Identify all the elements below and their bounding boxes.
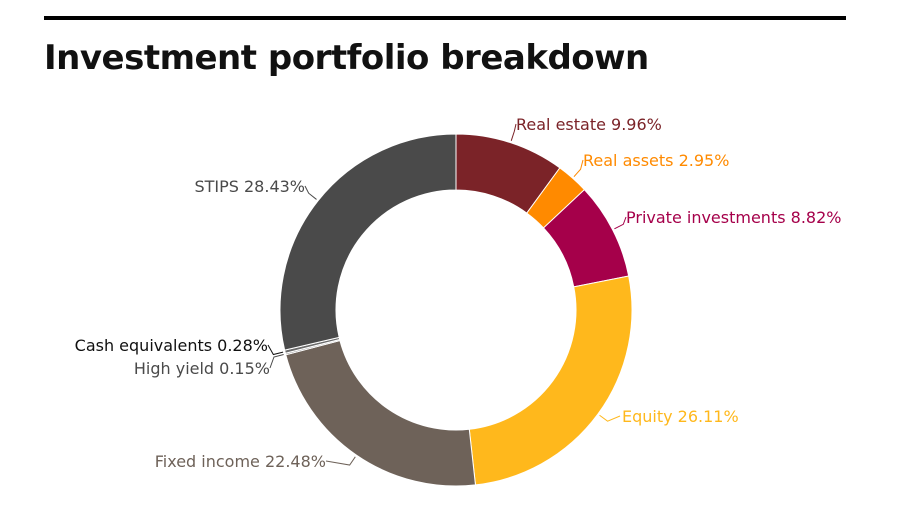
leader-cash-equivalents: [267, 344, 284, 356]
label-fixed-income: Fixed income 22.48%: [155, 452, 326, 471]
label-high-yield: High yield 0.15%: [134, 359, 270, 378]
slice-equity: [468, 275, 633, 486]
label-real-estate: Real estate 9.96%: [516, 115, 662, 134]
leader-stips: [304, 185, 317, 200]
top-rule: [44, 16, 846, 20]
leader-real-assets: [573, 159, 584, 178]
label-cash-equivalents: Cash equivalents 0.28%: [75, 336, 268, 355]
leader-real-estate: [510, 123, 517, 141]
leader-equity: [599, 414, 621, 422]
label-equity: Equity 26.11%: [622, 407, 739, 426]
label-stips: STIPS 28.43%: [194, 177, 305, 196]
leader-high-yield: [269, 354, 284, 369]
leader-private-investments: [614, 216, 627, 230]
label-real-assets: Real assets 2.95%: [583, 151, 729, 170]
chart-title: Investment portfolio breakdown: [44, 38, 649, 78]
leader-fixed-income: [325, 456, 356, 466]
slice-stips: [279, 133, 457, 351]
label-private-investments: Private investments 8.82%: [626, 208, 841, 227]
